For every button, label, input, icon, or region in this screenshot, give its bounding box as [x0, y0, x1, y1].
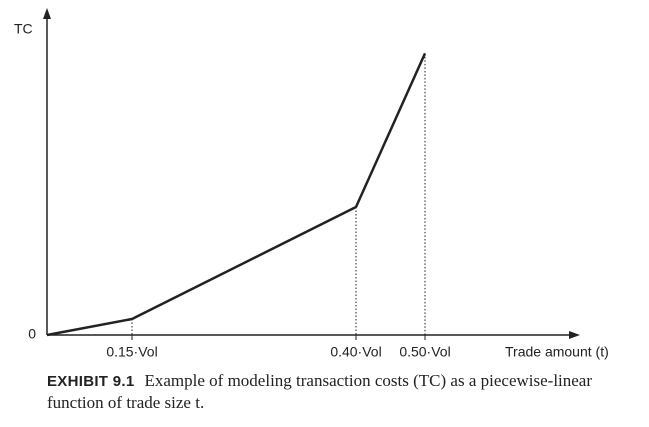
caption-text: Example of modeling transaction costs (T…: [47, 371, 593, 412]
chart: TC Trade amount (t) 0 0.15·Vol 0.40·Vol 0.5…: [14, 8, 609, 360]
cost-line: [46, 52, 427, 337]
y-axis-label: TC: [14, 21, 33, 37]
x-tick-label: 0.50·Vol: [399, 344, 450, 360]
x-axis-label: Trade amount (t): [505, 344, 609, 360]
y-tick-label: 0: [28, 326, 36, 342]
caption: EXHIBIT 9.1 Example of modeling transacti…: [47, 370, 637, 413]
x-axis-arrow: [569, 331, 580, 339]
caption-label: EXHIBIT 9.1: [47, 373, 135, 390]
x-tick-label: 0.40·Vol: [330, 344, 381, 360]
x-tick-label: 0.15·Vol: [106, 344, 157, 360]
y-axis-arrow: [43, 8, 51, 19]
